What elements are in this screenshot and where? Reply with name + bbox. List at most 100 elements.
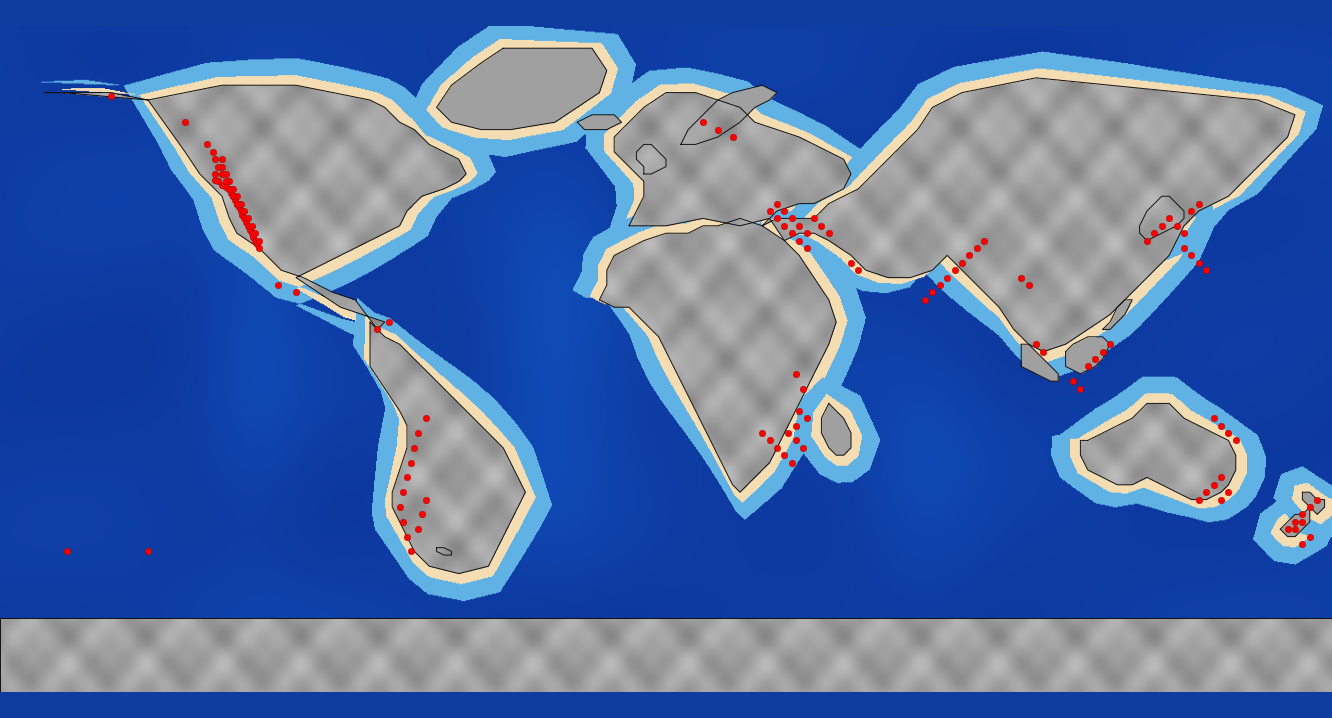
Point: [789, 235, 810, 246]
Point: [1011, 272, 1032, 284]
Point: [1026, 338, 1047, 350]
Point: [1196, 264, 1217, 276]
Point: [232, 209, 253, 220]
Point: [781, 457, 802, 468]
Point: [241, 220, 262, 231]
Point: [389, 501, 410, 513]
Point: [266, 279, 288, 291]
Point: [797, 412, 818, 424]
Point: [100, 90, 121, 102]
Point: [1188, 257, 1209, 269]
Point: [204, 154, 225, 165]
Point: [400, 457, 421, 468]
Point: [408, 523, 429, 535]
Point: [214, 168, 236, 180]
Point: [793, 442, 814, 454]
Point: [246, 238, 268, 250]
Point: [218, 183, 240, 195]
Point: [414, 412, 436, 424]
Point: [212, 180, 233, 191]
Point: [959, 250, 980, 261]
Point: [974, 235, 995, 246]
Point: [1211, 420, 1232, 432]
Point: [400, 546, 421, 557]
Point: [1092, 346, 1114, 358]
Point: [1136, 235, 1158, 246]
Point: [233, 213, 254, 224]
Point: [930, 279, 951, 291]
Point: [397, 531, 418, 542]
Point: [1299, 501, 1320, 513]
Point: [840, 257, 862, 269]
Point: [226, 190, 248, 202]
Point: [1084, 353, 1106, 365]
Point: [781, 213, 802, 224]
Point: [774, 449, 795, 461]
Point: [1307, 494, 1328, 505]
Point: [233, 205, 254, 217]
Point: [789, 220, 810, 231]
Point: [1299, 531, 1320, 542]
Point: [212, 168, 233, 180]
Point: [222, 190, 244, 202]
Point: [1188, 198, 1209, 210]
Point: [226, 198, 248, 210]
Point: [366, 324, 388, 335]
Point: [785, 434, 806, 446]
Point: [174, 116, 196, 128]
Point: [766, 198, 787, 210]
Point: [1018, 279, 1039, 291]
Point: [1217, 427, 1239, 439]
Point: [914, 294, 935, 306]
Point: [218, 176, 240, 187]
Point: [1173, 228, 1195, 239]
Point: [1144, 228, 1166, 239]
Point: [404, 442, 425, 454]
Point: [1159, 213, 1180, 224]
Point: [818, 228, 839, 239]
Point: [248, 235, 269, 246]
Point: [1284, 516, 1305, 528]
Point: [1211, 472, 1232, 483]
Point: [1151, 220, 1172, 231]
Point: [208, 176, 229, 187]
Point: [236, 216, 257, 228]
Point: [951, 257, 972, 269]
Point: [230, 198, 252, 210]
Point: [1203, 479, 1224, 490]
Point: [936, 272, 958, 284]
Point: [793, 383, 814, 394]
Point: [1292, 538, 1313, 550]
Point: [245, 235, 266, 246]
Point: [397, 472, 418, 483]
Point: [797, 228, 818, 239]
Point: [1173, 242, 1195, 253]
Point: [222, 183, 244, 195]
Point: [774, 220, 795, 231]
Point: [237, 213, 258, 224]
Point: [204, 168, 225, 180]
Point: [237, 220, 258, 231]
Point: [202, 146, 224, 157]
Point: [245, 228, 266, 239]
Point: [393, 487, 414, 498]
Point: [1078, 360, 1099, 372]
Point: [1292, 508, 1313, 520]
Point: [944, 264, 966, 276]
Point: [922, 286, 943, 298]
Point: [218, 183, 240, 195]
Point: [1032, 346, 1054, 358]
Point: [1166, 220, 1187, 231]
Point: [222, 190, 244, 202]
Point: [693, 116, 714, 128]
Point: [766, 213, 787, 224]
Point: [1211, 494, 1232, 505]
Point: [1217, 487, 1239, 498]
Point: [797, 242, 818, 253]
Point: [1180, 205, 1201, 217]
Point: [228, 202, 249, 213]
Point: [242, 231, 264, 243]
Point: [378, 316, 400, 327]
Point: [751, 427, 773, 439]
Point: [781, 228, 802, 239]
